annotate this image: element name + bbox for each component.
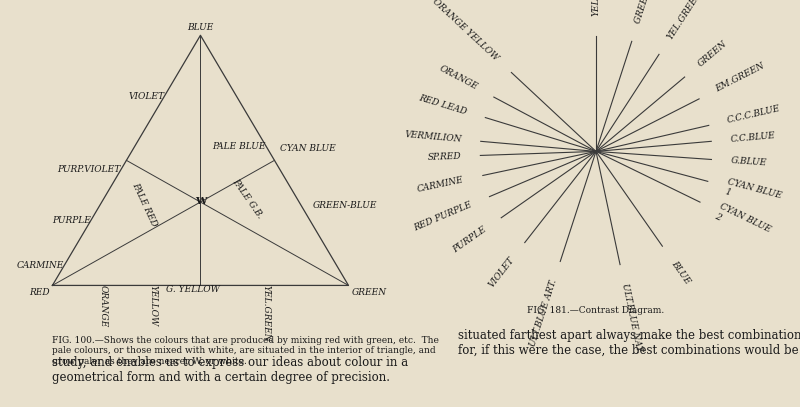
Text: YELLOW: YELLOW: [591, 0, 601, 16]
Text: C.C.C.BLUE: C.C.C.BLUE: [726, 104, 782, 125]
Text: PURP.VIOLET: PURP.VIOLET: [58, 165, 121, 174]
Text: GREENISH YEL.: GREENISH YEL.: [634, 0, 666, 24]
Text: ORANGE: ORANGE: [438, 64, 479, 92]
Text: PALE RED: PALE RED: [130, 181, 159, 228]
Text: GREEN-BLUE: GREEN-BLUE: [313, 201, 378, 210]
Text: BLUE: BLUE: [670, 259, 692, 286]
Text: VIOLET: VIOLET: [487, 255, 517, 289]
Text: PALE G.B.: PALE G.B.: [230, 177, 264, 220]
Text: PALE BLUE: PALE BLUE: [212, 142, 266, 151]
Text: ORANGE YELLOW: ORANGE YELLOW: [431, 0, 500, 63]
Text: VIOLET: VIOLET: [129, 92, 165, 101]
Text: YELLOW: YELLOW: [149, 285, 158, 327]
Text: study, and enables us to express our ideas about colour in a
geometrical form an: study, and enables us to express our ide…: [53, 356, 409, 384]
Text: situated farthest apart always make the best combinations ;
for, if this were th: situated farthest apart always make the …: [458, 329, 800, 357]
Text: G. YELLOW: G. YELLOW: [166, 285, 220, 294]
Text: VERMILION: VERMILION: [404, 130, 462, 144]
Text: CARMINE: CARMINE: [17, 261, 64, 270]
Text: PURPLE: PURPLE: [52, 216, 91, 225]
Text: CYAN BLUE
2: CYAN BLUE 2: [713, 202, 772, 244]
Text: CYAN BLUE
1: CYAN BLUE 1: [724, 177, 782, 210]
Text: C.C.BLUE: C.C.BLUE: [730, 131, 776, 144]
Text: GREEN: GREEN: [697, 39, 730, 68]
Text: FIG. 100.—Shows the colours that are produced by mixing red with green, etc.  Th: FIG. 100.—Shows the colours that are pro…: [53, 336, 439, 366]
Text: RED LEAD: RED LEAD: [418, 93, 468, 116]
Text: CYAN BLUE: CYAN BLUE: [280, 144, 336, 153]
Text: YEL.GREEN: YEL.GREEN: [261, 285, 270, 342]
Text: ULT.BLUE ART.: ULT.BLUE ART.: [528, 278, 558, 348]
Text: GREEN: GREEN: [351, 288, 386, 298]
Text: CARMINE: CARMINE: [417, 175, 465, 194]
Text: PURPLE: PURPLE: [451, 225, 488, 255]
Text: SP.RED: SP.RED: [427, 152, 462, 162]
Text: G.BLUE: G.BLUE: [730, 156, 767, 168]
Text: EM.GREEN: EM.GREEN: [714, 61, 766, 94]
Text: BLUE: BLUE: [187, 23, 214, 33]
Text: ORANGE: ORANGE: [98, 285, 107, 328]
Text: YEL.GREEN: YEL.GREEN: [666, 0, 704, 41]
Text: W: W: [194, 197, 206, 206]
Text: RED PURPLE: RED PURPLE: [413, 200, 474, 233]
Text: RED: RED: [29, 288, 50, 298]
Text: FIG. 181.—Contrast Diagram.: FIG. 181.—Contrast Diagram.: [527, 306, 665, 315]
Text: ULT.BLUE NAT.: ULT.BLUE NAT.: [620, 282, 643, 354]
